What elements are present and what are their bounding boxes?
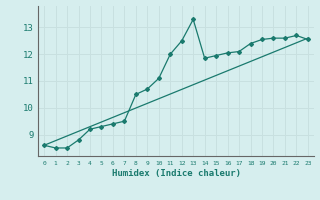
X-axis label: Humidex (Indice chaleur): Humidex (Indice chaleur) [111, 169, 241, 178]
